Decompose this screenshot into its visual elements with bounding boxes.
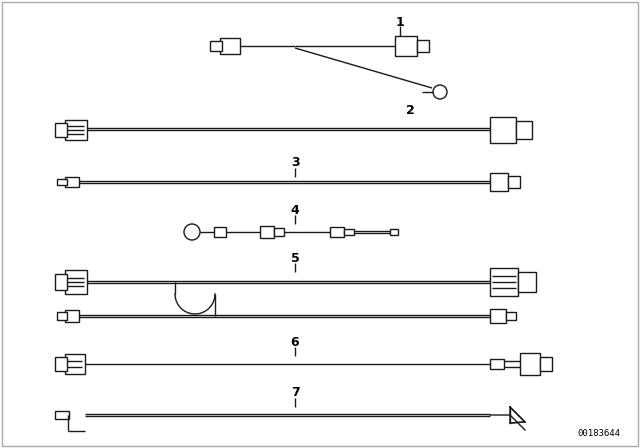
Bar [518,272,536,292]
Bar [490,117,516,143]
Bar [214,227,226,237]
Text: 4: 4 [291,203,300,216]
Bar [57,179,67,185]
Text: 1: 1 [396,16,404,29]
Text: 7: 7 [291,387,300,400]
Bar [65,310,79,322]
Bar [490,309,506,323]
Bar [65,354,85,374]
Bar [55,411,69,419]
Text: 6: 6 [291,336,300,349]
Bar [490,173,508,191]
Bar [330,227,344,237]
Bar [506,312,516,320]
Bar [490,359,504,369]
Bar [55,274,67,290]
Bar [65,177,79,187]
Bar [57,312,67,320]
Text: 5: 5 [291,251,300,264]
Bar [417,40,429,52]
Bar [344,229,354,235]
Bar [55,357,67,371]
Bar [274,228,284,236]
Text: 2: 2 [406,103,414,116]
Bar [520,353,540,375]
Text: 00183644: 00183644 [577,429,620,438]
Bar [490,268,518,296]
Bar [395,36,417,56]
Bar [540,357,552,371]
Polygon shape [510,407,525,423]
Bar [55,123,67,137]
Bar [65,120,87,140]
Bar [220,38,240,54]
Bar [508,176,520,188]
Bar [210,41,222,51]
Bar [390,229,398,235]
Bar [65,270,87,294]
Text: 3: 3 [291,156,300,169]
Bar [516,121,532,139]
Bar [260,226,274,238]
